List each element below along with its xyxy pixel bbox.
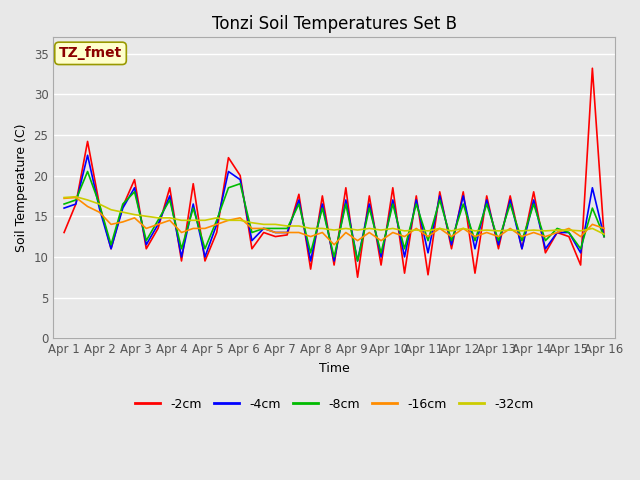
Text: TZ_fmet: TZ_fmet <box>59 47 122 60</box>
Legend: -2cm, -4cm, -8cm, -16cm, -32cm: -2cm, -4cm, -8cm, -16cm, -32cm <box>130 393 538 416</box>
X-axis label: Time: Time <box>319 361 349 374</box>
Title: Tonzi Soil Temperatures Set B: Tonzi Soil Temperatures Set B <box>212 15 456 33</box>
Y-axis label: Soil Temperature (C): Soil Temperature (C) <box>15 123 28 252</box>
